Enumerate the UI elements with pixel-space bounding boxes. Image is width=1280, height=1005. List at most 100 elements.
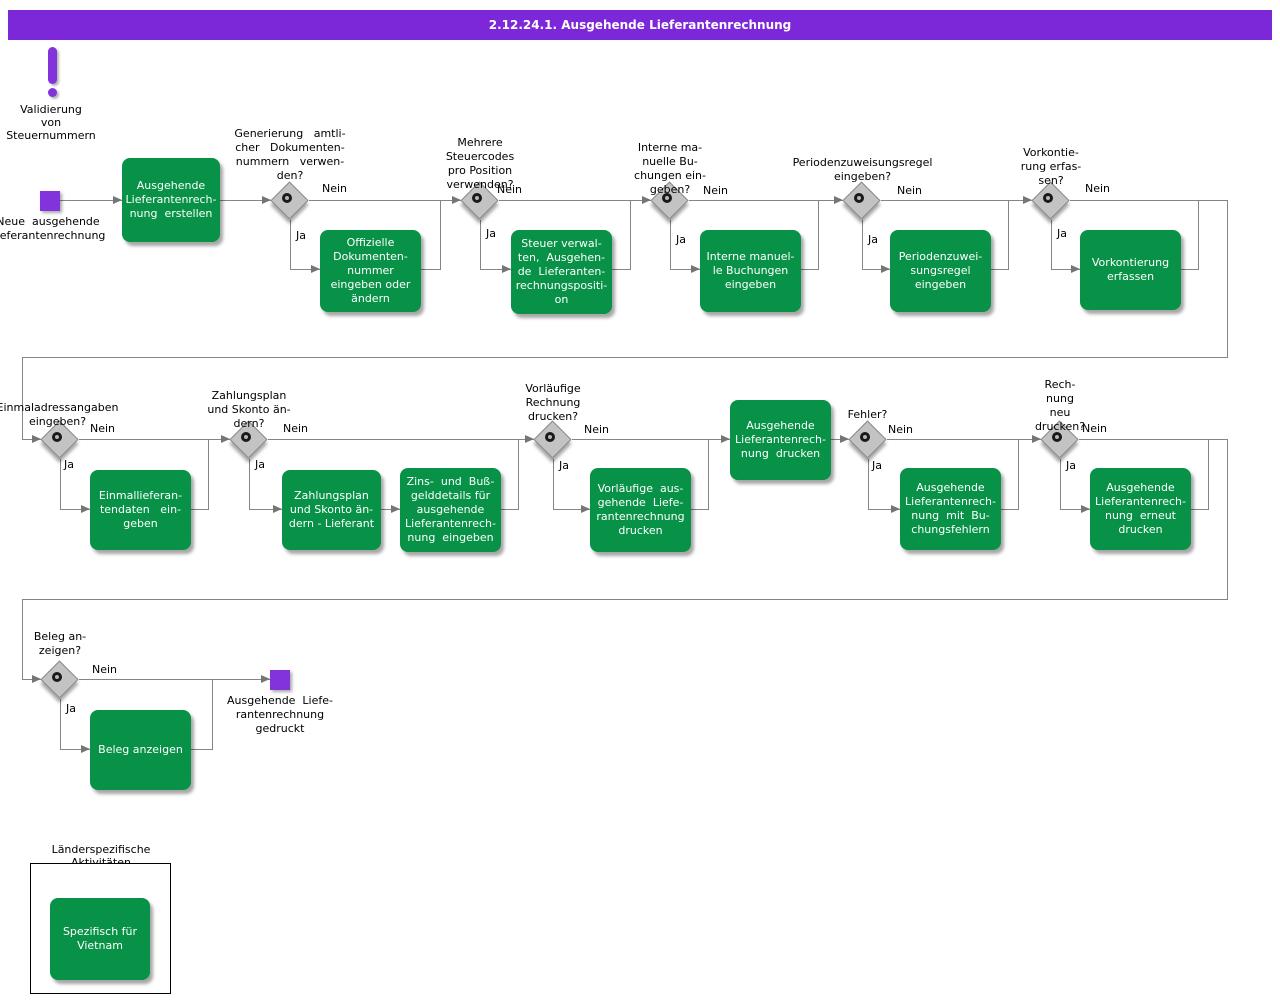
decision-label: Einmaladressangaben eingeben? (0, 401, 119, 428)
edge-label-ja: Ja (486, 227, 496, 240)
connector (480, 220, 481, 270)
connector (290, 269, 320, 270)
edge-label-ja: Ja (1057, 227, 1067, 240)
connector (480, 269, 511, 270)
connector (208, 439, 209, 510)
connector (670, 220, 671, 270)
edge-label-nein: Nein (1082, 422, 1108, 435)
end-event (270, 670, 290, 690)
decision-ring-icon (1043, 193, 1053, 203)
connector (421, 269, 440, 270)
task-spezifisch-vietnam[interactable]: Spezifisch für Vietnam (50, 898, 150, 980)
arrowhead (391, 505, 400, 513)
task-interne-buchungen[interactable]: Interne manuel- le Buchungen eingeben (700, 230, 801, 312)
connector (1079, 439, 1228, 440)
arrowhead (581, 505, 590, 513)
task-vorlaeufige-drucken[interactable]: Vorläufige aus- gehende Liefe- rantenrec… (590, 468, 691, 552)
connector (630, 200, 631, 270)
connector (309, 200, 461, 201)
arrowhead (642, 196, 651, 204)
connector (691, 509, 708, 510)
annotation-validierung-label: Validierung von Steuernummern (6, 103, 96, 142)
arrowhead (1032, 435, 1041, 443)
connector (689, 200, 843, 201)
arrowhead (81, 745, 90, 753)
task-einmallieferantendaten[interactable]: Einmallieferan- tendaten ein- geben (90, 470, 191, 550)
arrowhead (691, 265, 700, 273)
task-dokumentennummer[interactable]: Offizielle Dokumenten- nummer eingeben o… (320, 230, 421, 312)
arrowhead (840, 435, 849, 443)
connector (991, 269, 1008, 270)
decision-ring-icon (854, 193, 864, 203)
edge-label-nein: Nein (92, 663, 118, 676)
arrowhead (273, 505, 282, 513)
decision-label: Vorkontie- rung erfas- sen? (1020, 146, 1082, 187)
title-bar: 2.12.24.1. Ausgehende Lieferantenrechnun… (8, 10, 1272, 40)
connector (22, 599, 23, 680)
task-periodenzuweisungsregel[interactable]: Periodenzuwei- sungsregel eingeben (890, 230, 991, 312)
connector (22, 357, 23, 440)
connector (22, 357, 1228, 358)
task-zins-bussgeld[interactable]: Zins- und Buß- gelddetails für ausgehend… (400, 468, 501, 552)
connector (1227, 200, 1228, 358)
connector (553, 509, 590, 510)
task-vorkontierung-erfassen[interactable]: Vorkontierung erfassen (1080, 230, 1181, 310)
connector (249, 509, 282, 510)
connector (499, 200, 651, 201)
decision-label: Interne ma- nuelle Bu- chungen ein- gebe… (634, 141, 706, 196)
decision-ring-icon (1052, 432, 1062, 442)
start-event-label: Neue ausgehende Lieferantenrechnung (0, 215, 106, 242)
connector (60, 509, 90, 510)
connector (572, 439, 730, 440)
arrowhead (1023, 196, 1032, 204)
task-zahlungsplan-skonto[interactable]: Zahlungsplan und Skonto än- dern - Liefe… (282, 470, 381, 550)
edge-label-nein: Nein (703, 184, 729, 197)
decision-ring-icon (545, 432, 555, 442)
connector (868, 459, 869, 510)
exclamation-icon (48, 47, 57, 84)
connector (868, 509, 900, 510)
connector (1198, 200, 1199, 270)
connector (1060, 459, 1061, 510)
arrowhead (113, 196, 122, 204)
edge-label-nein: Nein (897, 184, 923, 197)
connector (79, 439, 230, 440)
connector (220, 200, 271, 201)
arrowhead (32, 435, 41, 443)
connector (670, 269, 700, 270)
arrowhead (1071, 265, 1080, 273)
edge-label-nein: Nein (283, 422, 309, 435)
decision-label: Mehrere Steuercodes pro Position verwend… (445, 136, 515, 191)
edge-label-ja: Ja (1066, 459, 1076, 472)
edge-label-nein: Nein (322, 182, 348, 195)
edge-label-ja: Ja (296, 229, 306, 242)
connector (22, 679, 41, 680)
connector (290, 220, 291, 270)
connector (22, 599, 1228, 600)
arrowhead (881, 265, 890, 273)
task-steuer-verwalten[interactable]: Steuer verwal- ten, Ausgehen- de Liefera… (511, 230, 612, 314)
task-buchungsfehler[interactable]: Ausgehende Lieferantenrech- nung mit Bu-… (900, 468, 1001, 550)
task-rechnung-erstellen[interactable]: Ausgehende Lieferantenrech- nung erstell… (122, 158, 220, 242)
connector (1181, 269, 1198, 270)
exclamation-icon-dot (48, 88, 57, 97)
edge-label-nein: Nein (888, 423, 914, 436)
task-beleg-anzeigen[interactable]: Beleg anzeigen (90, 710, 191, 790)
decision-label: Vorläufige Rechnung drucken? (525, 382, 581, 423)
edge-label-ja: Ja (559, 459, 569, 472)
connector (22, 439, 41, 440)
arrowhead (1081, 505, 1090, 513)
arrowhead (502, 265, 511, 273)
connector (1191, 509, 1208, 510)
connector (612, 269, 630, 270)
task-erneut-drucken[interactable]: Ausgehende Lieferantenrech- nung erneut … (1090, 468, 1191, 550)
connector (440, 200, 441, 270)
connector (553, 459, 554, 510)
connector (818, 200, 819, 270)
arrowhead (221, 435, 230, 443)
arrowhead (721, 435, 730, 443)
task-rechnung-drucken[interactable]: Ausgehende Lieferantenrech- nung drucken (730, 400, 831, 480)
connector (60, 459, 61, 510)
decision-ring-icon (52, 432, 62, 442)
